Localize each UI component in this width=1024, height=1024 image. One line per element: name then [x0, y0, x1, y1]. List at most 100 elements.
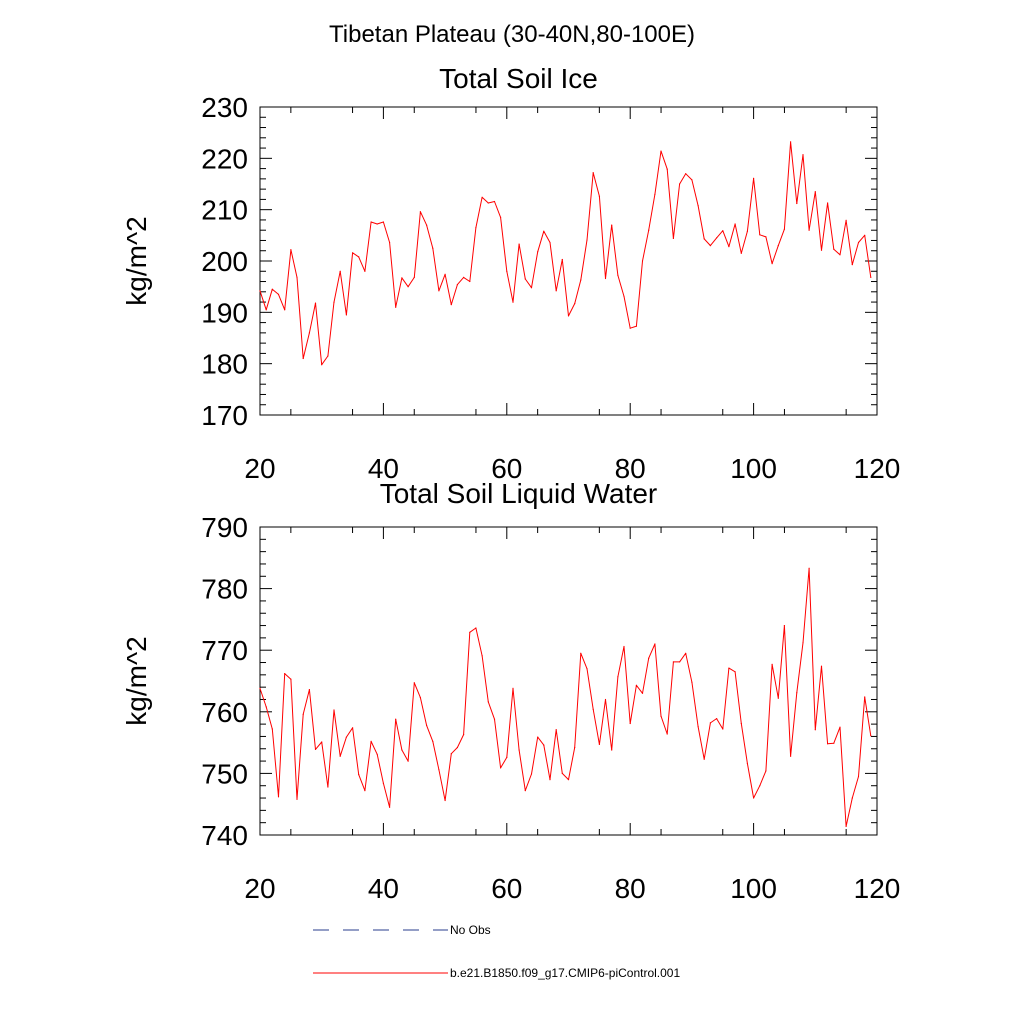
- data-point: [389, 806, 391, 808]
- data-point: [648, 657, 650, 659]
- data-point: [617, 274, 619, 276]
- x-tick-label: 80: [615, 873, 646, 904]
- data-point: [697, 205, 699, 207]
- data-point: [654, 193, 656, 195]
- data-point: [802, 154, 804, 156]
- data-point: [376, 753, 378, 755]
- data-point: [345, 736, 347, 738]
- y-tick-label: 210: [201, 195, 248, 226]
- data-point: [450, 753, 452, 755]
- data-point: [580, 279, 582, 281]
- x-tick-label: 120: [854, 453, 901, 484]
- data-point: [339, 270, 341, 272]
- data-point: [753, 797, 755, 799]
- data-point: [463, 734, 465, 736]
- x-tick-label: 40: [368, 873, 399, 904]
- data-point: [518, 749, 520, 751]
- data-point: [481, 196, 483, 198]
- data-point: [586, 239, 588, 241]
- data-point: [796, 202, 798, 205]
- data-point: [395, 306, 397, 308]
- data-point: [327, 786, 329, 788]
- data-point: [623, 645, 625, 648]
- data-point: [666, 733, 668, 735]
- data-point: [555, 729, 557, 731]
- data-point: [487, 701, 489, 703]
- data-point: [487, 202, 489, 204]
- data-point: [481, 655, 483, 657]
- data-point: [537, 736, 539, 738]
- legend-label-no-obs: No Obs: [450, 923, 491, 937]
- data-point: [796, 692, 798, 694]
- data-point: [765, 236, 767, 238]
- legend-label-picontrol: b.e21.B1850.f09_g17.CMIP6-piControl.001: [450, 966, 680, 980]
- data-point: [389, 241, 391, 244]
- data-point: [426, 224, 428, 226]
- data-point: [352, 252, 354, 254]
- data-point: [407, 760, 409, 762]
- plot-frame: [259, 106, 878, 416]
- data-point: [296, 798, 298, 800]
- x-tick-label: 100: [730, 873, 777, 904]
- data-point: [259, 687, 261, 690]
- data-point: [308, 332, 310, 334]
- data-point: [456, 746, 458, 749]
- data-point: [857, 241, 860, 244]
- data-point: [851, 264, 853, 266]
- data-point: [709, 722, 712, 724]
- data-point: [382, 782, 384, 784]
- data-point: [308, 689, 310, 691]
- data-point: [493, 718, 496, 720]
- data-point: [530, 287, 533, 289]
- data-point: [697, 726, 699, 728]
- series-line-picontrol: [259, 141, 872, 366]
- data-point: [444, 273, 446, 275]
- chart-total-soil-ice: 20 40 60 80 100 120 170 180 190 200 210 220 230 Total…: [121, 63, 900, 484]
- data-point: [549, 779, 551, 781]
- data-point: [734, 223, 736, 225]
- data-point: [839, 726, 841, 728]
- series-line-picontrol: [259, 567, 872, 827]
- data-point: [635, 684, 638, 686]
- data-point: [777, 245, 779, 247]
- data-point: [284, 309, 286, 311]
- data-point: [561, 258, 563, 261]
- chart-title: Total Soil Liquid Water: [380, 478, 658, 509]
- data-point: [284, 673, 286, 675]
- figure-title: Tibetan Plateau (30-40N,80-100E): [329, 21, 695, 48]
- data-point: [500, 216, 502, 218]
- data-point: [339, 755, 341, 757]
- data-point: [641, 692, 644, 694]
- data-point: [685, 652, 687, 654]
- data-point: [364, 790, 366, 792]
- y-axis-label: kg/m^2: [121, 636, 152, 725]
- data-point: [555, 290, 557, 292]
- data-point: [808, 567, 810, 569]
- data-point: [845, 219, 847, 221]
- data-point: [469, 280, 471, 283]
- data-point: [401, 277, 403, 279]
- data-point: [814, 729, 816, 731]
- data-point: [493, 200, 496, 203]
- data-point: [765, 770, 767, 772]
- data-point: [456, 284, 458, 286]
- data-point: [611, 749, 613, 751]
- data-point: [321, 364, 323, 366]
- data-point: [463, 276, 465, 278]
- data-point: [870, 276, 872, 278]
- data-point: [820, 665, 823, 667]
- chart-title: Total Soil Ice: [439, 63, 598, 94]
- data-point: [592, 708, 594, 710]
- legend: No Obs b.e21.B1850.f09_g17.CMIP6-piContr…: [313, 923, 680, 980]
- data-point: [574, 746, 576, 749]
- data-point: [506, 756, 508, 759]
- data-point: [759, 785, 761, 787]
- data-point: [327, 355, 329, 357]
- data-point: [561, 772, 563, 775]
- y-tick-label: 780: [201, 574, 248, 605]
- data-point: [864, 696, 866, 698]
- data-point: [450, 304, 452, 306]
- data-point: [845, 825, 847, 828]
- data-point: [302, 713, 304, 715]
- data-point: [401, 749, 403, 751]
